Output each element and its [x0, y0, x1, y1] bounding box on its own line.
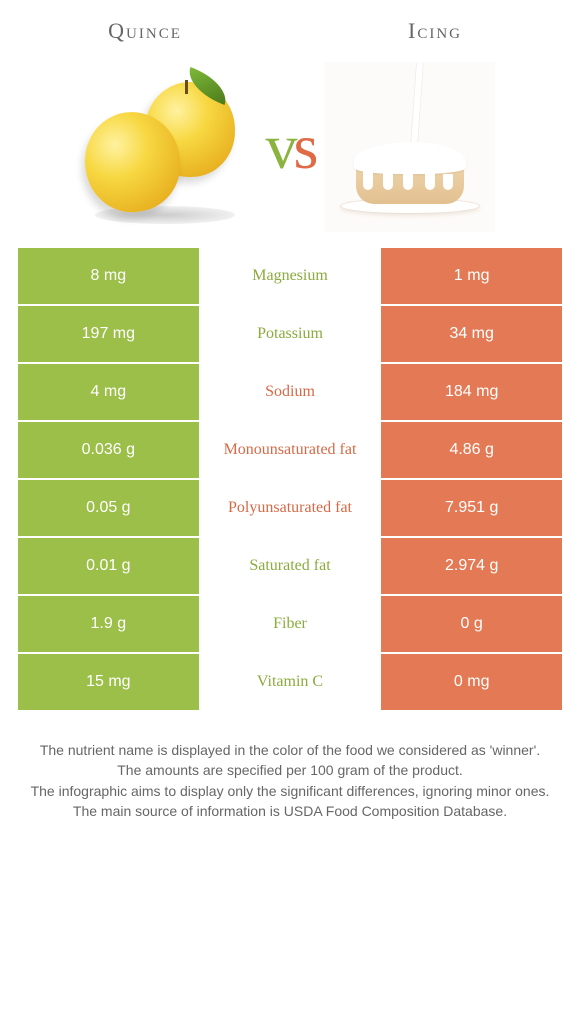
left-title: Quince — [0, 18, 290, 44]
vs-v: v — [266, 111, 294, 182]
right-value: 184 mg — [381, 364, 562, 420]
right-value: 2.974 g — [381, 538, 562, 594]
table-row: 4 mgSodium184 mg — [18, 364, 562, 420]
vs-s: s — [294, 111, 315, 182]
nutrient-label: Saturated fat — [200, 538, 381, 594]
right-value: 0 g — [381, 596, 562, 652]
table-row: 1.9 gFiber0 g — [18, 596, 562, 652]
table-row: 0.01 gSaturated fat2.974 g — [18, 538, 562, 594]
footer-line-4: The main source of information is USDA F… — [22, 801, 558, 821]
right-value: 34 mg — [381, 306, 562, 362]
hero-row: vs — [0, 52, 580, 248]
left-value: 197 mg — [18, 306, 199, 362]
quince-image — [80, 62, 260, 232]
footer-line-1: The nutrient name is displayed in the co… — [22, 740, 558, 760]
nutrient-label: Vitamin C — [200, 654, 381, 710]
nutrient-label: Magnesium — [200, 248, 381, 304]
table-row: 8 mgMagnesium1 mg — [18, 248, 562, 304]
icing-image — [320, 62, 500, 232]
table-row: 15 mgVitamin C0 mg — [18, 654, 562, 710]
left-value: 0.01 g — [18, 538, 199, 594]
table-row: 0.05 gPolyunsaturated fat7.951 g — [18, 480, 562, 536]
title-row: Quince Icing — [0, 0, 580, 52]
left-value: 0.036 g — [18, 422, 199, 478]
left-value: 4 mg — [18, 364, 199, 420]
right-value: 1 mg — [381, 248, 562, 304]
nutrient-label: Monounsaturated fat — [200, 422, 381, 478]
nutrient-label: Sodium — [200, 364, 381, 420]
left-value: 0.05 g — [18, 480, 199, 536]
footer-line-3: The infographic aims to display only the… — [22, 781, 558, 801]
table-row: 197 mgPotassium34 mg — [18, 306, 562, 362]
vs-label: vs — [260, 110, 321, 184]
footer-line-2: The amounts are specified per 100 gram o… — [22, 760, 558, 780]
left-value: 8 mg — [18, 248, 199, 304]
right-title: Icing — [290, 18, 580, 44]
nutrient-label: Potassium — [200, 306, 381, 362]
right-value: 4.86 g — [381, 422, 562, 478]
right-value: 7.951 g — [381, 480, 562, 536]
footer-notes: The nutrient name is displayed in the co… — [0, 712, 580, 821]
nutrient-label: Fiber — [200, 596, 381, 652]
nutrient-label: Polyunsaturated fat — [200, 480, 381, 536]
left-value: 15 mg — [18, 654, 199, 710]
left-value: 1.9 g — [18, 596, 199, 652]
right-value: 0 mg — [381, 654, 562, 710]
table-row: 0.036 gMonounsaturated fat4.86 g — [18, 422, 562, 478]
comparison-table: 8 mgMagnesium1 mg197 mgPotassium34 mg4 m… — [0, 248, 580, 710]
